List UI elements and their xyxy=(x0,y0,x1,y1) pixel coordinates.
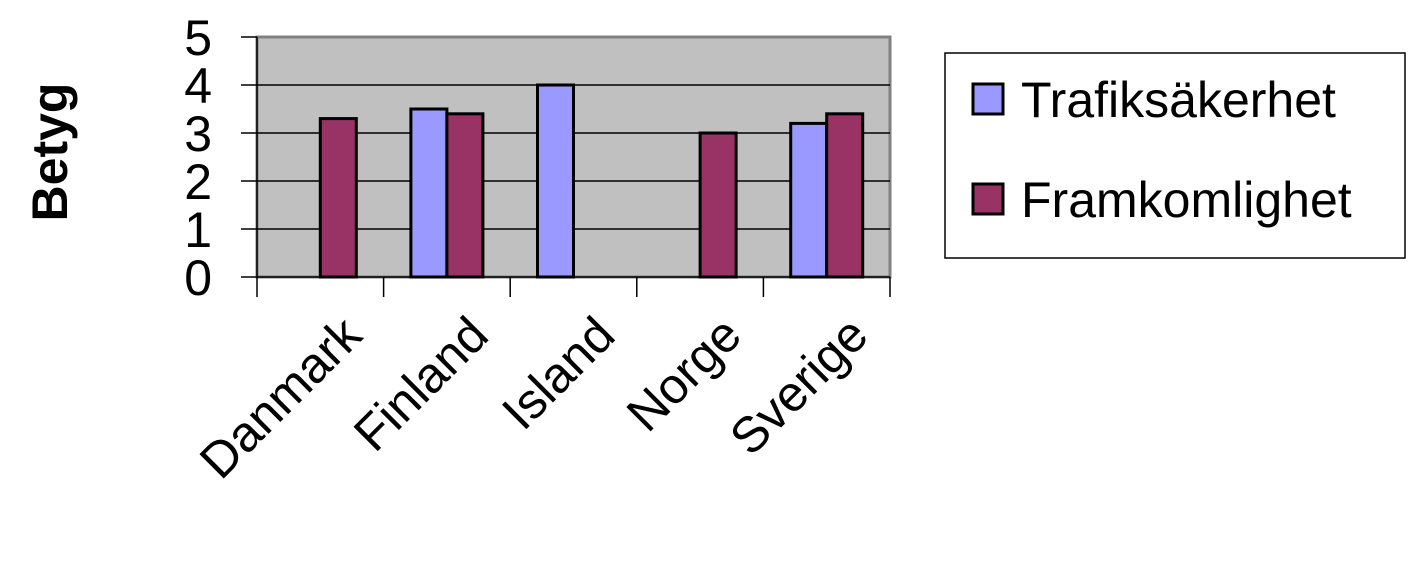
legend-label-trafiksakerhet: Trafiksäkerhet xyxy=(1021,72,1336,128)
x-tick-label: Danmark xyxy=(189,305,373,489)
bar-framkomlighet-finland xyxy=(445,112,485,279)
x-tick-label: Finland xyxy=(343,306,499,462)
bar-trafiksakerhet-sverige xyxy=(789,121,829,279)
bar-trafiksakerhet-finland xyxy=(409,107,449,279)
y-tick-label: 4 xyxy=(184,58,212,114)
bar-framkomlighet-danmark xyxy=(318,117,358,279)
y-tick-label: 0 xyxy=(184,250,212,306)
bar-framkomlighet-norge xyxy=(698,131,738,279)
y-tick-label: 2 xyxy=(184,154,212,210)
y-tick-label: 1 xyxy=(184,202,212,258)
y-tick-label: 5 xyxy=(184,10,212,66)
legend-box xyxy=(944,52,1406,259)
x-tick-label: Sverige xyxy=(719,306,878,465)
bar-framkomlighet-sverige xyxy=(825,112,865,279)
x-tick-label: Island xyxy=(491,306,625,440)
y-axis-title: Betyg xyxy=(22,83,78,222)
bars xyxy=(318,83,865,279)
legend-swatch-framkomlighet xyxy=(971,182,1005,216)
y-tick-label: 3 xyxy=(184,106,212,162)
legend-swatch-trafiksakerhet xyxy=(971,82,1005,116)
legend-label-framkomlighet: Framkomlighet xyxy=(1021,172,1352,228)
legend: Trafiksäkerhet Framkomlighet xyxy=(944,52,1406,259)
bar-trafiksakerhet-island xyxy=(536,83,575,279)
